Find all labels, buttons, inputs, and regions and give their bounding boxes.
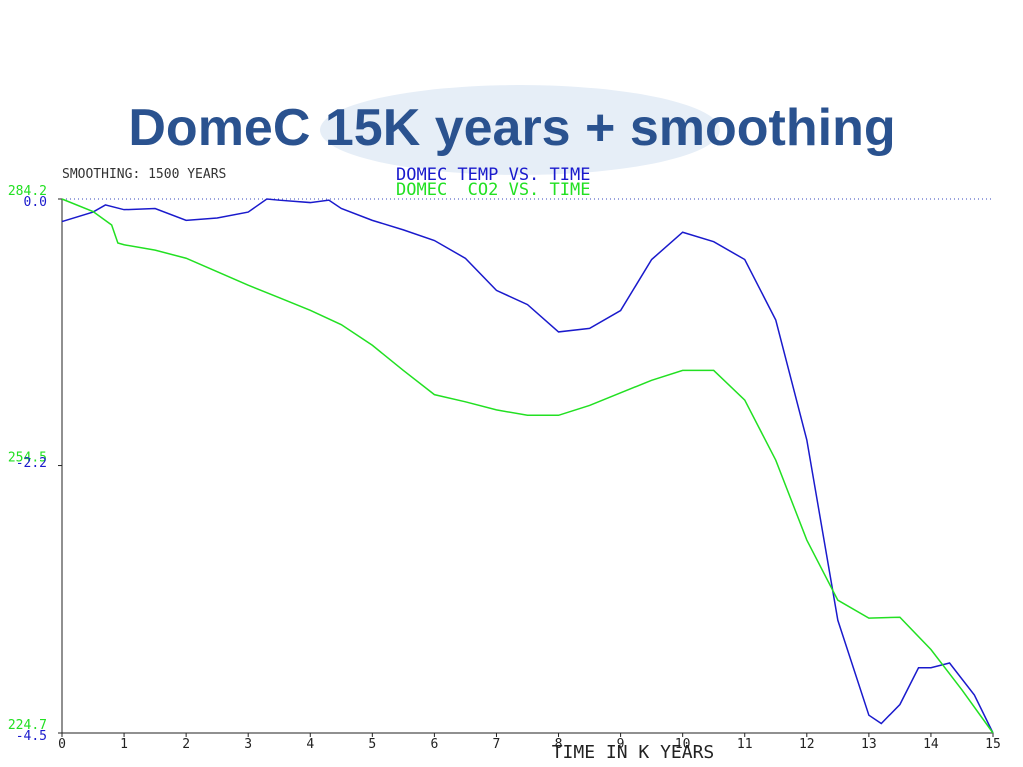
- x-tick-label: 0: [58, 737, 66, 752]
- x-tick-label: 7: [493, 737, 501, 752]
- x-tick-label: 9: [617, 737, 625, 752]
- x-tick-label: 1: [120, 737, 128, 752]
- y-tick-label: 284.2: [8, 184, 47, 199]
- slide-title: DomeC 15K years + smoothing: [128, 99, 895, 157]
- x-tick-label: 11: [737, 737, 753, 752]
- legend-label: DOMEC CO2 VS. TIME: [396, 180, 590, 200]
- y2-tick-label: 0.0: [24, 195, 47, 210]
- y2-tick-label: -2.2: [16, 456, 47, 471]
- x-tick-label: 5: [368, 737, 376, 752]
- x-tick-label: 12: [799, 737, 815, 752]
- y-tick-label: 254.5: [8, 451, 47, 466]
- x-tick-label: 8: [555, 737, 563, 752]
- x-tick-label: 13: [861, 737, 877, 752]
- x-tick-label: 2: [182, 737, 190, 752]
- x-tick-label: 6: [430, 737, 438, 752]
- x-tick-label: 4: [306, 737, 314, 752]
- series-line: [61, 198, 994, 734]
- x-tick-label: 3: [244, 737, 252, 752]
- legend-label: DOMEC TEMP VS. TIME: [396, 165, 590, 185]
- x-tick-label: 14: [923, 737, 939, 752]
- smoothing-note: SMOOTHING: 1500 YEARS: [62, 167, 226, 182]
- x-tick-label: 10: [675, 737, 691, 752]
- series-line: [61, 198, 994, 734]
- y2-tick-label: -4.5: [16, 729, 47, 744]
- x-tick-label: 15: [985, 737, 1001, 752]
- y-tick-label: 224.7: [8, 718, 47, 733]
- x-axis-label: TIME IN K YEARS: [552, 742, 715, 763]
- background-map: [320, 85, 720, 175]
